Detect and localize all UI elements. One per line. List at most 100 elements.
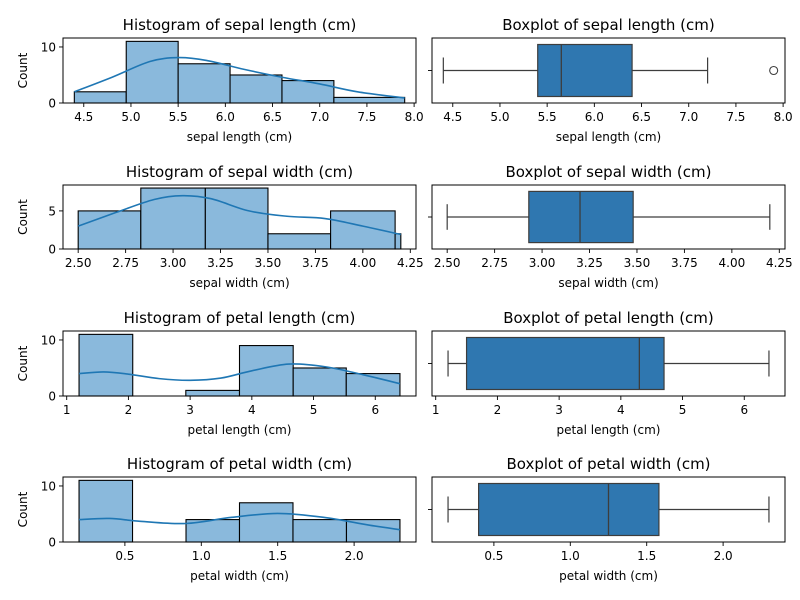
x-tick-label: 1	[63, 403, 71, 417]
boxplot-panel-1: 4.5 5.0 5.5 6.0 6.5 7.0 7.5 8.0 sepal length (cm…	[428, 16, 793, 144]
histogram-bar	[77, 210, 142, 250]
y-tick-label: 0	[48, 243, 56, 257]
chart-title: Histogram of sepal width (cm)	[126, 163, 353, 181]
x-tick-label: 2.50	[434, 256, 461, 270]
x-axis-label: sepal length (cm)	[187, 130, 292, 144]
x-tick-label: 4.25	[766, 256, 793, 270]
axes-frame	[431, 37, 786, 104]
x-tick-label: 2	[125, 403, 133, 417]
histogram-bar	[73, 91, 127, 104]
y-tick-label: 10	[41, 333, 56, 347]
axes-frame	[431, 330, 786, 397]
x-tick-label: 6.0	[585, 110, 604, 124]
chart-title: Boxplot of sepal length (cm)	[502, 16, 714, 34]
axes-frame	[62, 476, 417, 543]
y-tick-label: 5	[48, 204, 56, 218]
histogram-bar	[281, 80, 335, 104]
x-tick-label: 6	[371, 403, 379, 417]
x-tick-label: 5.0	[121, 110, 140, 124]
iqr-box	[478, 482, 660, 537]
x-tick-label: 4.00	[719, 256, 746, 270]
x-tick-label: 0.5	[115, 549, 134, 563]
histogram-bar	[140, 187, 206, 250]
iqr-box	[537, 43, 633, 98]
x-axis-label: petal length (cm)	[188, 423, 292, 437]
y-tick-label: 10	[41, 40, 56, 54]
x-tick-label: 5	[310, 403, 318, 417]
axes-frame	[431, 476, 786, 543]
x-tick-label: 2.0	[345, 549, 364, 563]
x-tick-label: 1.0	[192, 549, 211, 563]
histogram-bar	[267, 233, 332, 250]
boxplot-panel-5: 1 2 3 4 5 6 petal length (cm) Boxplot of petal …	[428, 309, 786, 437]
x-tick-label: 3.50	[624, 256, 651, 270]
boxplot-panel-7: 0.5 1.0 1.5 2.0 petal width (cm) Boxplot of p…	[428, 455, 786, 583]
x-tick-label: 5.0	[490, 110, 509, 124]
chart-title: Boxplot of sepal width (cm)	[506, 163, 712, 181]
histogram-bar	[333, 96, 406, 104]
x-tick-label: 2.0	[714, 549, 733, 563]
y-tick-label: 0	[48, 97, 56, 111]
boxplot-panel-3: 2.50 2.75 3.00 3.25 3.50 3.75 4.00 4.25 sepal wi…	[428, 163, 793, 290]
x-tick-label: 2	[494, 403, 502, 417]
x-tick-label: 2.75	[481, 256, 508, 270]
kde-line	[74, 56, 405, 99]
x-tick-label: 3.50	[255, 256, 282, 270]
histogram-panel-0: 0 10 Count 4.5 5.0 5.5 6.0 6.5 7.0 7.5 8.0 sepal le…	[16, 16, 424, 144]
histogram-bar	[229, 74, 283, 104]
y-tick-label: 10	[41, 479, 56, 493]
histogram-bar	[78, 333, 134, 397]
histogram-bar	[125, 40, 179, 104]
y-axis-label: Count	[16, 491, 30, 527]
x-tick-label: 5.5	[538, 110, 557, 124]
x-tick-label: 3.25	[207, 256, 234, 270]
x-tick-label: 2.50	[65, 256, 92, 270]
axes-frame	[62, 330, 417, 397]
axes-frame	[431, 184, 786, 250]
x-tick-label: 3.00	[160, 256, 187, 270]
x-tick-label: 4.25	[397, 256, 424, 270]
kde-line	[78, 363, 401, 385]
iqr-box	[528, 190, 634, 244]
y-tick-label: 0	[48, 390, 56, 404]
histogram-bar	[292, 367, 347, 397]
x-tick-label: 4.00	[350, 256, 377, 270]
histogram-panel-2: 0 5 Count 2.50 2.75 3.00 3.25 3.50 3.75 4.00 4.25 s…	[16, 163, 424, 290]
x-tick-label: 5.5	[169, 110, 188, 124]
y-axis-label: Count	[16, 199, 30, 235]
x-tick-label: 7.5	[357, 110, 376, 124]
histogram-bar	[238, 502, 294, 543]
axes-frame	[62, 184, 417, 250]
x-axis-label: sepal width (cm)	[189, 276, 289, 290]
histogram-panel-4: 0 10 Count 1 2 3 4 5 6 petal length (cm) Histogram…	[16, 309, 417, 437]
chart-title: Boxplot of petal width (cm)	[506, 455, 710, 473]
x-tick-label: 3.00	[529, 256, 556, 270]
x-tick-label: 3.75	[671, 256, 698, 270]
x-tick-label: 7.5	[726, 110, 745, 124]
x-tick-label: 6.5	[632, 110, 651, 124]
x-tick-label: 5	[679, 403, 687, 417]
kde-line	[77, 194, 401, 236]
x-tick-label: 4	[248, 403, 256, 417]
x-tick-label: 6.5	[263, 110, 282, 124]
y-axis-label: Count	[16, 52, 30, 88]
x-tick-label: 4	[617, 403, 625, 417]
x-axis-label: petal length (cm)	[557, 423, 661, 437]
histogram-panel-6: 0 10 Count 0.5 1.0 1.5 2.0 petal width (cm) Hist…	[16, 455, 417, 583]
x-tick-label: 6.0	[216, 110, 235, 124]
x-tick-label: 4.5	[443, 110, 462, 124]
x-tick-label: 3.25	[576, 256, 603, 270]
chart-title: Histogram of petal width (cm)	[127, 455, 352, 473]
iqr-box	[465, 336, 665, 391]
kde-line	[79, 512, 401, 531]
chart-title: Boxplot of petal length (cm)	[503, 309, 714, 327]
x-axis-label: sepal width (cm)	[558, 276, 658, 290]
chart-title: Histogram of sepal length (cm)	[123, 16, 357, 34]
histogram-bar	[394, 233, 402, 250]
x-axis-label: petal width (cm)	[559, 569, 658, 583]
x-tick-label: 7.0	[679, 110, 698, 124]
x-tick-label: 3	[186, 403, 194, 417]
x-tick-label: 3.75	[302, 256, 329, 270]
histogram-bar	[204, 187, 269, 250]
